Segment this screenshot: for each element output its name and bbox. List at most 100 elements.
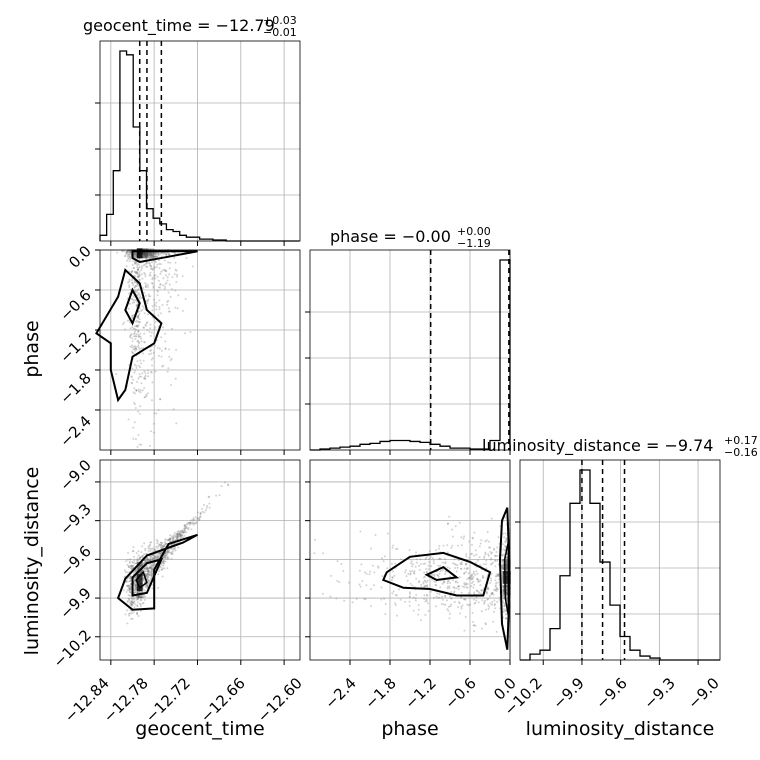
scatter-point (177, 534, 179, 537)
scatter-point (162, 326, 165, 329)
scatter-point (131, 340, 134, 343)
scatter-point (153, 557, 156, 560)
scatter-point (146, 300, 149, 303)
scatter-point (501, 559, 504, 562)
scatter-point (484, 551, 487, 554)
scatter-point (138, 297, 141, 300)
scatter-point (144, 282, 147, 285)
scatter-point (151, 558, 154, 561)
scatter-point (131, 382, 134, 385)
scatter-point (147, 299, 149, 302)
scatter-point (479, 584, 482, 587)
scatter-point (129, 603, 132, 606)
scatter-point (134, 289, 136, 292)
scatter-point (156, 555, 159, 558)
scatter-point (136, 325, 139, 328)
scatter-point (147, 570, 150, 573)
scatter-point (135, 291, 137, 294)
scatter-point (488, 595, 491, 598)
scatter-point (440, 603, 443, 605)
scatter-point (132, 260, 134, 263)
scatter-point (144, 595, 147, 598)
scatter-point (413, 572, 416, 575)
scatter-point (429, 590, 432, 593)
scatter-point (129, 327, 132, 330)
scatter-point (146, 559, 149, 562)
scatter-point (394, 602, 397, 605)
scatter-point (428, 558, 430, 560)
scatter-point (151, 573, 153, 576)
scatter-point (197, 511, 200, 514)
scatter-point (143, 553, 145, 556)
scatter-point (130, 381, 133, 384)
scatter-point (170, 543, 173, 546)
scatter-point (490, 572, 493, 575)
scatter-point (427, 564, 430, 567)
scatter-point (164, 543, 167, 546)
scatter-point (128, 253, 131, 256)
scatter-point (437, 564, 440, 567)
scatter-point (160, 544, 163, 546)
scatter-point (125, 580, 128, 583)
scatter-point (154, 255, 157, 258)
scatter-point (143, 252, 146, 255)
scatter-point (501, 560, 504, 563)
scatter-point (227, 484, 230, 487)
scatter-point (140, 340, 143, 343)
scatter-point (459, 612, 461, 615)
scatter-point (444, 603, 447, 606)
scatter-point (425, 571, 428, 574)
scatter-point (151, 305, 154, 308)
scatter-point (128, 594, 131, 597)
scatter-point (150, 267, 152, 270)
scatter-point (133, 253, 136, 256)
scatter-point (165, 550, 168, 553)
scatter-point (180, 534, 182, 537)
scatter-point (459, 563, 462, 566)
scatter-point (131, 367, 134, 370)
scatter-point (157, 286, 160, 289)
scatter-point (134, 580, 137, 583)
scatter-point (127, 565, 130, 567)
scatter-point (129, 258, 132, 261)
scatter-point (124, 328, 127, 331)
scatter-point (129, 591, 132, 593)
scatter-point (369, 588, 372, 591)
scatter-point (394, 562, 397, 565)
scatter-point (160, 547, 163, 550)
scatter-point (446, 551, 449, 554)
scatter-point (157, 254, 160, 257)
scatter-point (425, 600, 428, 602)
scatter-point (351, 601, 354, 604)
scatter-point (501, 567, 504, 570)
scatter-point (141, 602, 144, 605)
scatter-point (133, 589, 136, 592)
scatter-point (152, 556, 155, 559)
scatter-point (448, 515, 451, 518)
scatter-point (139, 564, 142, 567)
scatter-point (449, 567, 451, 570)
scatter-point (174, 535, 177, 538)
scatter-point (465, 563, 468, 566)
scatter-point (136, 272, 139, 275)
scatter-point (487, 587, 490, 590)
scatter-point (436, 574, 439, 577)
scatter-point (137, 276, 140, 278)
scatter-point (134, 584, 137, 587)
scatter-point (148, 273, 151, 276)
scatter-point (131, 316, 134, 319)
scatter-point (129, 345, 132, 348)
scatter-point (179, 534, 182, 537)
scatter-point (434, 583, 437, 586)
scatter-point (467, 577, 470, 579)
scatter-point (419, 558, 422, 561)
scatter-point (128, 599, 131, 602)
scatter-point (156, 263, 159, 266)
scatter-point (505, 563, 508, 566)
scatter-point (136, 282, 139, 285)
scatter-point (161, 252, 163, 255)
scatter-point (449, 605, 452, 608)
scatter-point (138, 558, 141, 561)
scatter-point (168, 310, 171, 313)
scatter-point (391, 570, 394, 573)
